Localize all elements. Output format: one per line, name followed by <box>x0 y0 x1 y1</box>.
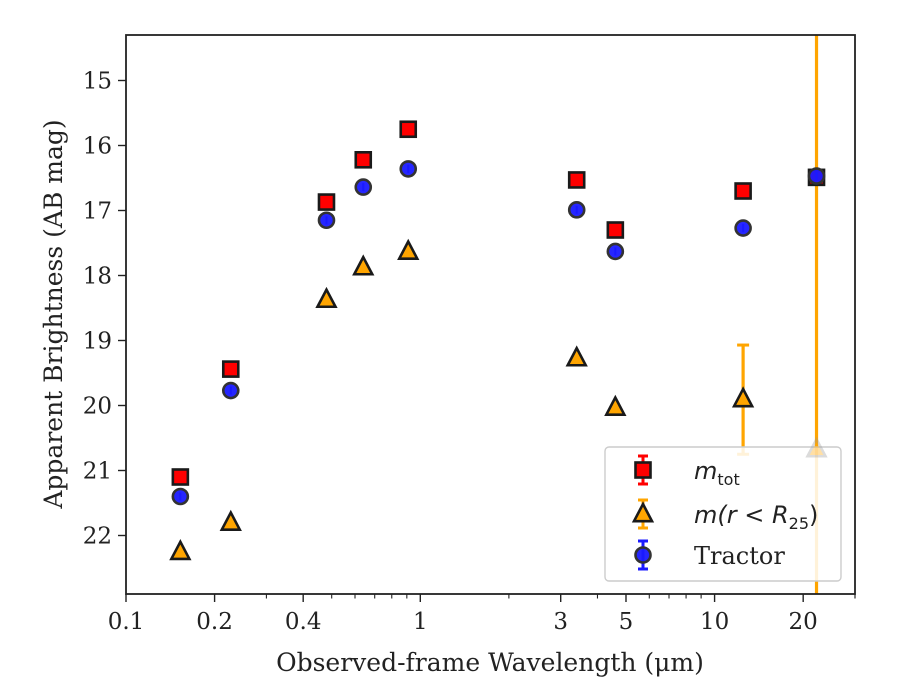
square-point <box>606 221 625 239</box>
x-tick-label: 0.2 <box>196 609 233 635</box>
triangle-point <box>565 345 588 367</box>
triangle-point <box>805 436 828 458</box>
legend-label: mtot <box>694 457 740 489</box>
axes: 0.1 0.2 0.4 1 3 5 10 20 15 16 17 18 19 20 21 22 <box>83 34 856 635</box>
square-point <box>567 171 586 189</box>
triangle-point <box>219 509 242 532</box>
square-point <box>171 468 190 486</box>
plot-frame <box>125 34 856 595</box>
legend-marker-square <box>634 461 652 479</box>
legend-box <box>604 446 842 582</box>
y-tick-label: 16 <box>83 134 112 160</box>
legend: mtot m(r < R25) Tractor <box>604 446 842 582</box>
x-tick-label: 1 <box>413 609 428 635</box>
square-point <box>221 360 240 378</box>
y-tick-label: 22 <box>83 524 112 550</box>
square-point <box>317 193 336 211</box>
triangle-point <box>604 394 627 416</box>
x-tick-label: 3 <box>553 609 568 635</box>
y-tick-label: 19 <box>83 329 112 355</box>
y-tick-label: 20 <box>83 394 112 420</box>
x-axis-label: Observed-frame Wavelength (μm) <box>276 648 704 677</box>
x-tick-label: 5 <box>619 609 634 635</box>
triangle-point <box>731 386 755 408</box>
series-circle-markers <box>171 160 826 506</box>
triangle-point <box>169 539 192 561</box>
square-point <box>354 151 373 169</box>
square-point <box>399 120 418 139</box>
square-point <box>734 182 752 200</box>
x-tick-label: 0.4 <box>285 609 322 635</box>
triangle-point <box>352 254 375 276</box>
legend-label: m(r < R25) <box>694 501 818 533</box>
x-tick-label: 10 <box>700 609 729 635</box>
y-tick-label: 21 <box>83 459 112 485</box>
y-tick-label: 15 <box>83 69 112 95</box>
x-tick-label: 0.1 <box>108 609 145 635</box>
triangle-point <box>315 286 338 309</box>
y-tick-label: 18 <box>83 264 112 290</box>
legend-label: Tractor <box>694 542 785 570</box>
series-triangle-markers <box>169 238 828 561</box>
y-tick-label: 17 <box>83 199 112 225</box>
y-axis-label: Apparent Brightness (AB mag) <box>39 119 68 509</box>
x-tick-label: 20 <box>789 609 818 635</box>
legend-marker-triangle <box>631 501 655 523</box>
series-square-markers <box>171 120 826 486</box>
triangle-point <box>397 238 420 260</box>
